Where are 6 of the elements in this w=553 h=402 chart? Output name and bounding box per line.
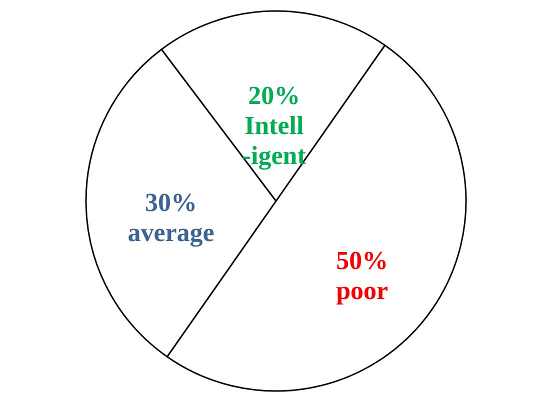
slice-label: Intell -igent xyxy=(242,111,306,170)
slice-label: poor xyxy=(336,276,388,306)
data-label: 50% xyxy=(336,246,388,276)
data-label: 20% xyxy=(248,81,300,110)
slice-label: average xyxy=(128,218,214,247)
data-label: 30% xyxy=(145,188,198,217)
